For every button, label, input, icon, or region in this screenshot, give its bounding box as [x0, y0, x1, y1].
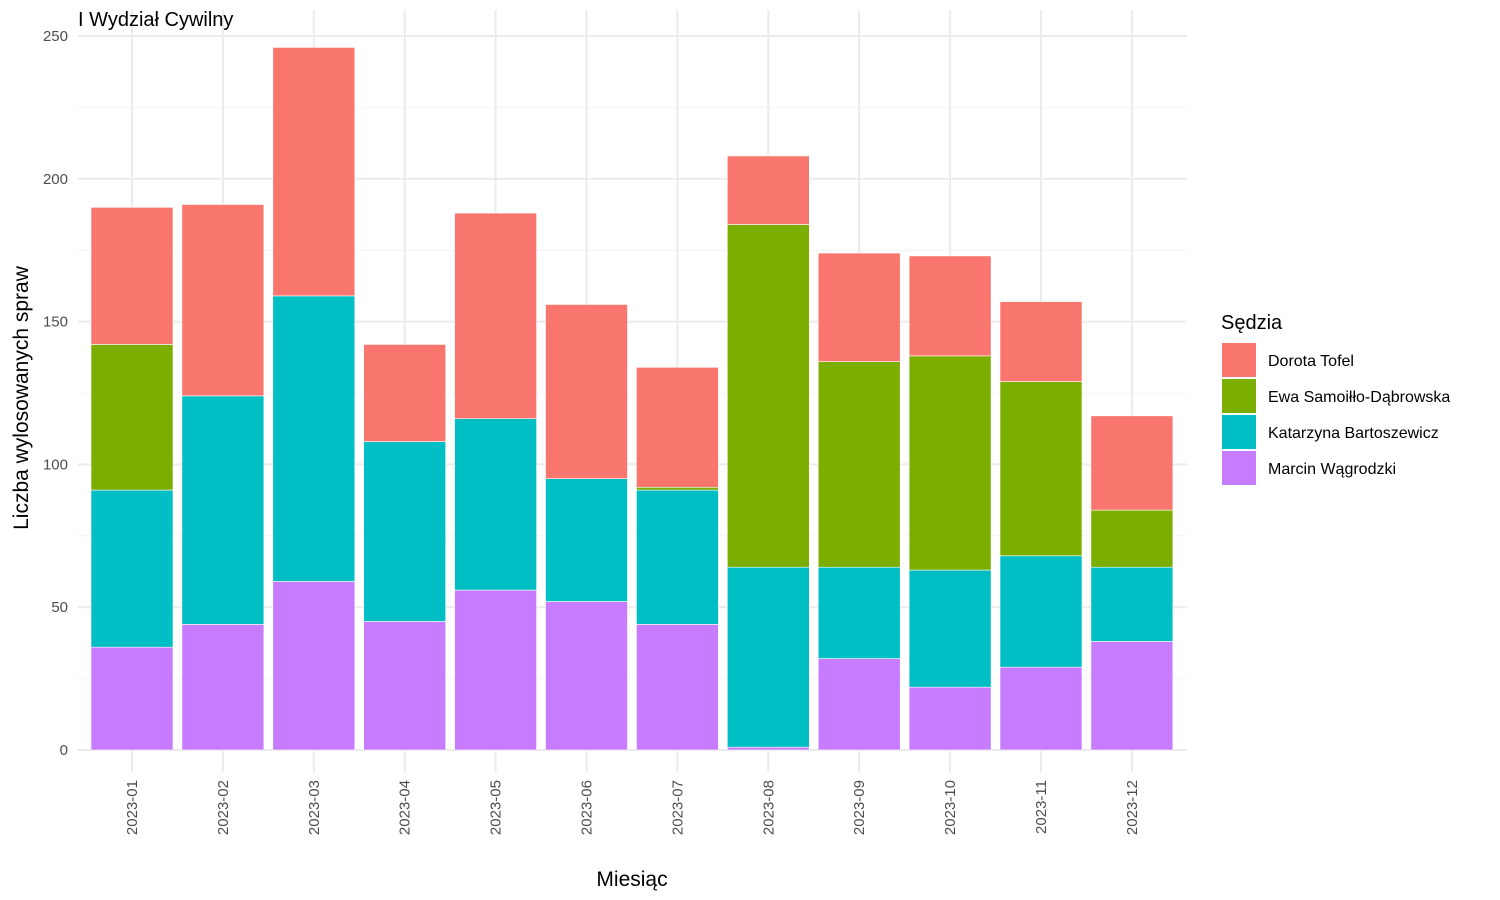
bar-segment [1090, 641, 1174, 751]
legend-swatch [1222, 379, 1256, 413]
bar-segment [726, 224, 810, 568]
bar-segment [1090, 509, 1174, 568]
bar-segment [908, 569, 992, 688]
legend-label: Marcin Wągrodzki [1268, 461, 1396, 478]
y-tick-label: 200 [43, 171, 68, 188]
bar-segment [636, 486, 719, 491]
legend-swatch [1222, 451, 1256, 485]
x-axis-ticks: 2023-01 2023-02 2023-03 2023-04 2023-05 2023-… [124, 780, 1141, 835]
bar-segment [999, 381, 1083, 557]
legend-label: Dorota Tofel [1268, 353, 1354, 370]
bar-segment [545, 601, 628, 751]
bar-segment [363, 621, 447, 751]
bar-segment [181, 395, 265, 625]
y-tick-label: 100 [43, 456, 68, 473]
bar-segment [90, 489, 174, 648]
x-tick-label: 2023-10 [942, 780, 959, 835]
legend-swatch [1222, 415, 1256, 449]
y-tick-label: 150 [43, 314, 68, 331]
bar-segment [726, 155, 810, 225]
bar-segment [908, 255, 992, 357]
y-tick-label: 0 [60, 742, 68, 759]
x-tick-label: 2023-04 [397, 780, 414, 835]
bar-segment [908, 686, 992, 751]
bar-segment [454, 589, 537, 751]
bar-segment [272, 295, 356, 582]
bar-segment [181, 624, 265, 751]
bar-segment [1090, 566, 1174, 642]
bar-segment [90, 646, 174, 751]
legend-label: Ewa Samoiłło-Dąbrowska [1268, 389, 1450, 406]
bar-segment [636, 624, 719, 751]
bar-segment [817, 566, 901, 659]
x-axis-title: Miesiąc [596, 868, 667, 891]
bar-segment [908, 355, 992, 571]
bar-segment [363, 344, 447, 442]
bar-segment [454, 212, 537, 420]
bar-segment [726, 566, 810, 748]
x-tick-label: 2023-06 [579, 780, 596, 835]
bar-segment [817, 252, 901, 362]
bar-segment [272, 47, 356, 297]
bar-segment [545, 304, 628, 479]
x-tick-label: 2023-07 [669, 780, 686, 835]
bar-segment [454, 418, 537, 591]
x-tick-label: 2023-11 [1033, 780, 1050, 834]
y-axis-ticks: 0 50 100 150 200 250 [43, 28, 68, 759]
x-tick-label: 2023-02 [215, 780, 232, 835]
legend: Sędzia Dorota Tofel Ewa Samoiłło-Dąbrowsk… [1221, 312, 1450, 485]
bar-segment [363, 441, 447, 622]
bar-segment [999, 555, 1083, 668]
bar-segment [545, 478, 628, 602]
legend-swatch [1222, 343, 1256, 377]
x-tick-label: 2023-08 [760, 780, 777, 835]
bar-segment [999, 666, 1083, 751]
x-tick-label: 2023-12 [1124, 780, 1141, 835]
legend-label: Katarzyna Bartoszewicz [1268, 425, 1439, 442]
chart-title: I Wydział Cywilny [78, 9, 233, 31]
legend-title: Sędzia [1221, 312, 1283, 334]
x-tick-label: 2023-01 [124, 780, 141, 835]
bar-segment [999, 301, 1083, 382]
bar-segment [817, 361, 901, 568]
y-tick-label: 250 [43, 28, 68, 45]
bar-segment [90, 344, 174, 491]
y-axis-title: Liczba wylosowanych spraw [10, 265, 33, 530]
bar-segment [636, 366, 719, 488]
x-tick-label: 2023-03 [306, 780, 323, 835]
bar-segment [817, 658, 901, 751]
bar-segment [636, 489, 719, 625]
bar-segment [272, 581, 356, 751]
bar-segment [726, 746, 810, 751]
x-tick-label: 2023-09 [851, 780, 868, 835]
bar-segment [1090, 415, 1174, 511]
bars [90, 47, 1174, 751]
y-tick-label: 50 [51, 599, 68, 616]
x-tick-label: 2023-05 [488, 780, 505, 835]
bar-segment [90, 207, 174, 345]
bar-segment [181, 204, 265, 397]
